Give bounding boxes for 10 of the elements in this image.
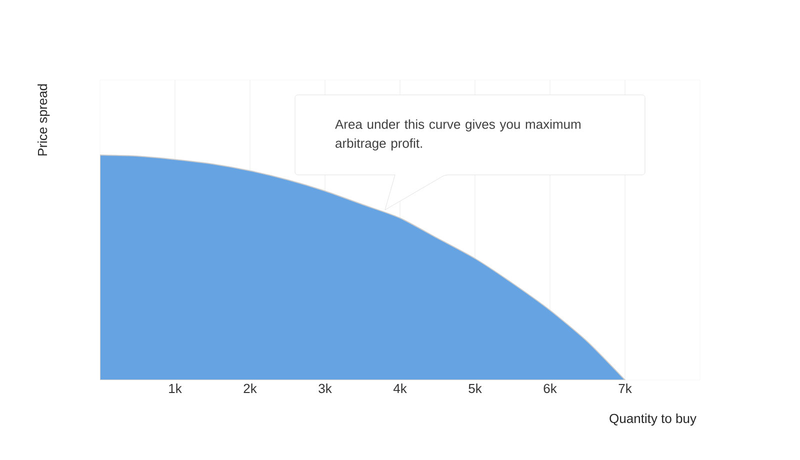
x-tick-label: 6k [544,384,557,394]
x-tick-label: 5k [468,384,482,394]
y-axis-title: Price spread [38,84,50,156]
x-tick-label: 7k [618,384,632,393]
text: Area under this curve gives you maximum arbitrage profit. [335,119,580,150]
x-tick-label: 1k [169,384,182,393]
x-tick-label: 3k [318,384,332,394]
x-tick-label: 2k [244,384,257,393]
x-axis-title: Quantity to buy [610,414,696,426]
x-tick-label: 4k [393,384,407,393]
